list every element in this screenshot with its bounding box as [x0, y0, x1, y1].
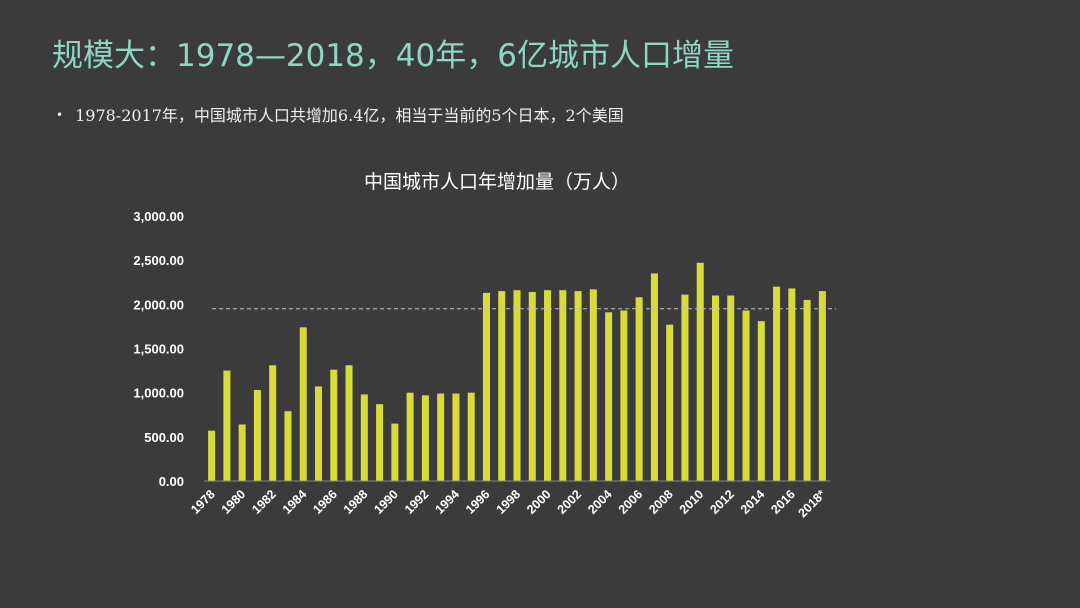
x-tick-label: 2004 — [585, 487, 615, 517]
bar-1982 — [269, 365, 277, 481]
x-tick-label: 1992 — [402, 487, 432, 517]
bullet-text-row: • 1978-2017年，中国城市人口共增加6.4亿，相当于当前的5个日本，2个美… — [56, 102, 624, 126]
bar-1984 — [299, 327, 307, 481]
bar-2000 — [544, 290, 552, 481]
y-tick-label: 2,500.00 — [133, 253, 184, 268]
x-tick-label: 2010 — [677, 487, 707, 517]
y-tick-label: 1,000.00 — [133, 386, 184, 401]
bar-1978 — [208, 430, 216, 481]
bar-1995 — [467, 392, 475, 481]
x-axis-ticks: 1978 1980 1982 1984 1986 1988 1990 1992 1994 1996… — [188, 487, 828, 520]
bar-1981 — [253, 390, 261, 481]
bar-1992 — [421, 395, 429, 481]
bar-2016 — [788, 288, 796, 481]
bar-1991 — [406, 392, 414, 481]
x-tick-label: 2008 — [646, 487, 676, 517]
x-tick-label: 2012 — [707, 487, 737, 517]
bar-2014 — [757, 321, 765, 481]
x-tick-label: 2014 — [738, 487, 768, 517]
bar-1989 — [376, 404, 384, 481]
x-tick-label: 1996 — [463, 487, 493, 517]
bar-1996 — [482, 292, 490, 481]
bar-2001 — [559, 290, 567, 481]
slide-title: 规模大：1978—2018，40年，6亿城市人口增量 — [52, 38, 734, 74]
bar-2017 — [803, 299, 811, 481]
x-tick-label: 2006 — [616, 487, 646, 517]
x-tick-label: 1998 — [494, 487, 524, 517]
bar-1986 — [330, 369, 338, 481]
y-tick-label: 1,500.00 — [133, 342, 184, 357]
bar-1990 — [391, 423, 399, 481]
bar-2008 — [666, 324, 674, 481]
x-tick-label: 2000 — [524, 487, 554, 517]
x-tick-label: 2018* — [795, 487, 828, 520]
bar-2018* — [818, 291, 826, 481]
bar-1994 — [452, 393, 460, 481]
bar-1985 — [315, 386, 323, 481]
bullet-text: 1978-2017年，中国城市人口共增加6.4亿，相当于当前的5个日本，2个美国 — [75, 106, 624, 125]
x-tick-label: 1990 — [371, 487, 401, 517]
y-axis-ticks: 3,000.00 2,500.00 2,000.00 1,500.00 1,000.00… — [133, 209, 184, 489]
bar-1993 — [437, 393, 445, 481]
y-tick-label: 500.00 — [144, 430, 184, 445]
x-tick-label: 2016 — [768, 487, 798, 517]
bar-2010 — [696, 262, 704, 481]
bar-1988 — [360, 394, 368, 481]
x-tick-label: 2002 — [555, 487, 585, 517]
bar-1983 — [284, 411, 292, 481]
bar-1997 — [498, 291, 506, 481]
bar-2007 — [650, 273, 658, 481]
bar-2009 — [681, 294, 689, 481]
bar-1987 — [345, 365, 353, 481]
x-tick-label: 1982 — [249, 487, 279, 517]
bar-2002 — [574, 291, 582, 481]
bullet-dot-icon: • — [56, 108, 64, 122]
bar-2015 — [773, 286, 781, 481]
x-tick-label: 1980 — [219, 487, 249, 517]
bar-2013 — [742, 310, 750, 481]
x-tick-label: 1994 — [432, 487, 462, 517]
bar-2003 — [589, 289, 597, 481]
x-tick-label: 1986 — [310, 487, 340, 517]
bar-1979 — [223, 370, 231, 481]
bars — [208, 262, 826, 481]
bar-2006 — [635, 297, 643, 481]
x-tick-label: 1988 — [341, 487, 371, 517]
y-tick-label: 2,000.00 — [133, 297, 184, 312]
y-tick-label: 0.00 — [159, 474, 184, 489]
bar-1998 — [513, 290, 521, 481]
bar-2011 — [711, 295, 719, 481]
bar-2005 — [620, 310, 628, 481]
bar-1999 — [528, 291, 536, 481]
bar-2012 — [727, 295, 735, 481]
bar-1980 — [238, 424, 246, 481]
chart-title: 中国城市人口年增加量（万人） — [364, 171, 630, 193]
y-tick-label: 3,000.00 — [133, 209, 184, 224]
bar-2004 — [605, 312, 613, 481]
x-tick-label: 1978 — [188, 487, 218, 517]
x-tick-label: 1984 — [280, 487, 310, 517]
